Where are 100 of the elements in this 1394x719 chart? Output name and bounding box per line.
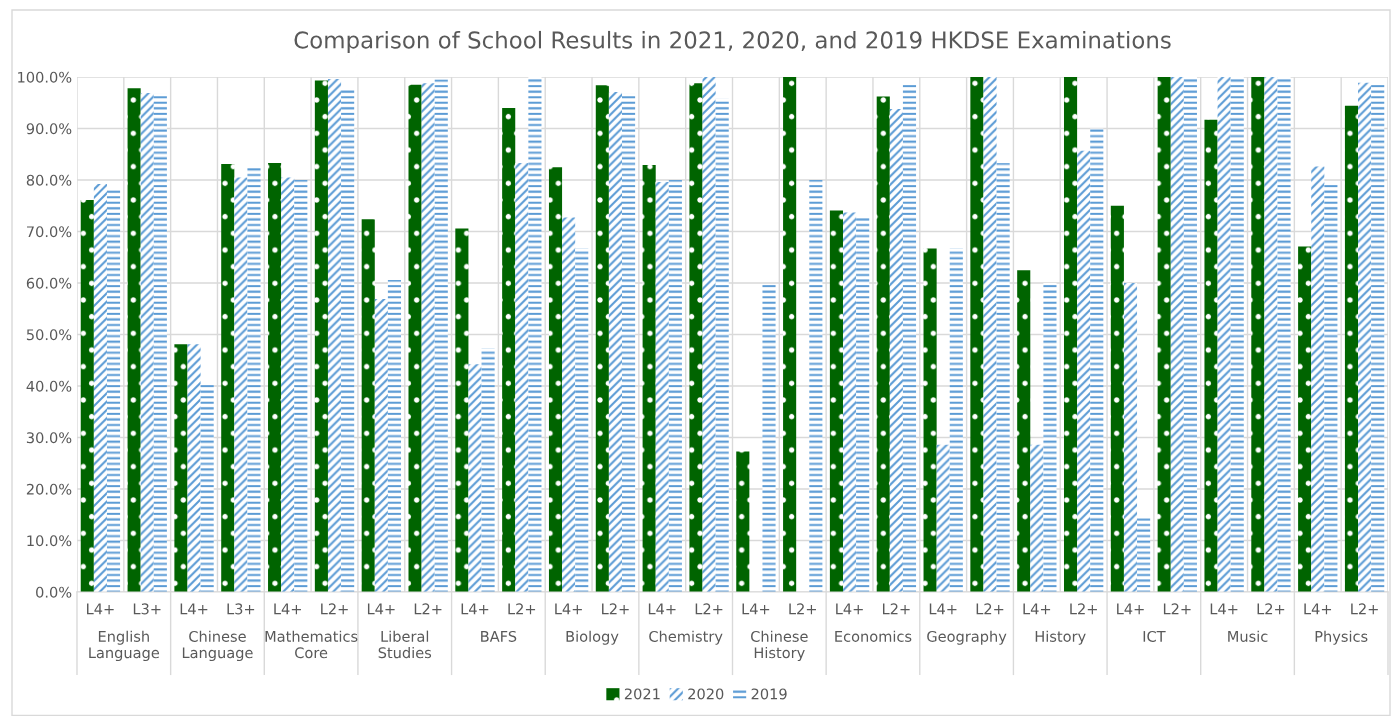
bar: [174, 344, 188, 592]
y-tick-label: 50.0%: [26, 329, 72, 341]
bar: [970, 77, 984, 592]
bar: [889, 108, 903, 592]
bar: [221, 164, 235, 592]
bar: [668, 180, 682, 592]
bar: [1017, 270, 1031, 592]
bar: [481, 348, 495, 592]
bar: [1230, 77, 1244, 592]
x-tick-label: L4+: [367, 603, 395, 615]
bar: [1043, 283, 1057, 592]
x-tick-label: L2+: [1070, 603, 1097, 615]
x-tick-label: L4+: [555, 603, 582, 615]
bar: [949, 248, 963, 592]
bar: [1251, 77, 1265, 592]
bar: [783, 77, 797, 592]
text: Music: [1228, 630, 1268, 642]
bar: [327, 79, 342, 592]
bar: [387, 279, 401, 592]
x-tick-label: L2+: [602, 603, 629, 615]
x-tick-label: L2+: [414, 603, 442, 615]
bar: [1217, 77, 1231, 592]
text: Economics: [835, 630, 912, 642]
bar: [200, 384, 214, 592]
chart-title: Comparison of School Results in 2021, 2020, and 2019 HKDSE Examinations: [294, 30, 1171, 54]
bar: [762, 284, 776, 592]
bar: [1324, 184, 1338, 592]
bar: [408, 84, 422, 592]
bar: [153, 93, 167, 592]
bar: [548, 167, 563, 592]
bar: [736, 451, 750, 592]
text: Chinese Language: [182, 630, 253, 662]
bar: [1064, 77, 1078, 592]
y-tick-label: 60.0%: [26, 277, 72, 289]
bar: [468, 364, 482, 592]
x-tick-label: L2+: [321, 603, 348, 615]
bar: [923, 248, 937, 592]
legend-label: 2021: [624, 688, 660, 700]
x-tick-label: L2+: [695, 603, 723, 615]
y-tick-label: 0.0%: [36, 586, 72, 598]
bar: [1030, 444, 1044, 592]
bar: [622, 93, 636, 592]
text: Biology: [566, 630, 619, 645]
bar: [314, 80, 328, 592]
text: Mathematics Core: [265, 630, 358, 659]
x-tick-label: L4+: [461, 603, 489, 615]
x-tick-label: L2+: [1351, 603, 1378, 615]
bar: [575, 248, 589, 592]
y-tick-label: 30.0%: [26, 432, 72, 444]
x-tick-label: L3+: [133, 603, 161, 615]
y-tick-label: 80.0%: [26, 174, 72, 186]
bar: [642, 165, 656, 592]
bar: [281, 177, 295, 592]
bar: [93, 184, 107, 592]
bar: [1298, 246, 1312, 592]
text: Chemistry: [649, 630, 723, 645]
bar: [1183, 77, 1197, 592]
bar: [106, 190, 121, 592]
x-tick-label: L4+: [648, 603, 676, 615]
bar: [936, 444, 950, 592]
bar: [234, 177, 248, 592]
bar: [247, 166, 261, 592]
text: Physics: [1315, 630, 1368, 645]
bar: [843, 212, 857, 592]
x-tick-label: L2+: [1257, 603, 1285, 615]
bar: [421, 83, 435, 592]
x-tick-label: L4+: [929, 603, 957, 615]
bar: [455, 228, 469, 592]
bar: [1344, 105, 1359, 592]
bar: [829, 210, 843, 592]
bar: [562, 217, 576, 592]
x-tick-label: L2+: [882, 603, 910, 615]
bar: [902, 84, 917, 592]
bar: [996, 163, 1010, 592]
x-tick-label: L4+: [1210, 603, 1238, 615]
bar: [1157, 77, 1171, 592]
bar: [983, 77, 997, 592]
x-tick-label: L4+: [1304, 603, 1332, 615]
legend-label: 2020: [688, 688, 724, 700]
x-tick-label: L4+: [836, 603, 863, 615]
y-tick-label: 100.0%: [18, 71, 72, 83]
bar: [434, 79, 448, 592]
x-tick-label: L2+: [789, 603, 816, 615]
x-tick-label: L4+: [1023, 603, 1051, 615]
bar: [608, 91, 622, 592]
bar: [361, 219, 375, 592]
bar: [1264, 77, 1278, 592]
x-tick-label: L2+: [976, 603, 1004, 615]
bar: [1204, 119, 1218, 592]
bar: [1277, 77, 1291, 592]
x-tick-label: L4+: [274, 603, 301, 615]
legend-label: 2019: [751, 688, 787, 700]
text: History: [1035, 630, 1086, 645]
text: English Language: [89, 630, 160, 662]
text: Liberal Studies: [378, 630, 432, 659]
bar: [1358, 82, 1372, 592]
bar: [127, 88, 141, 592]
x-tick-label: L4+: [742, 603, 770, 615]
bar: [702, 77, 716, 592]
bar: [1077, 150, 1091, 592]
